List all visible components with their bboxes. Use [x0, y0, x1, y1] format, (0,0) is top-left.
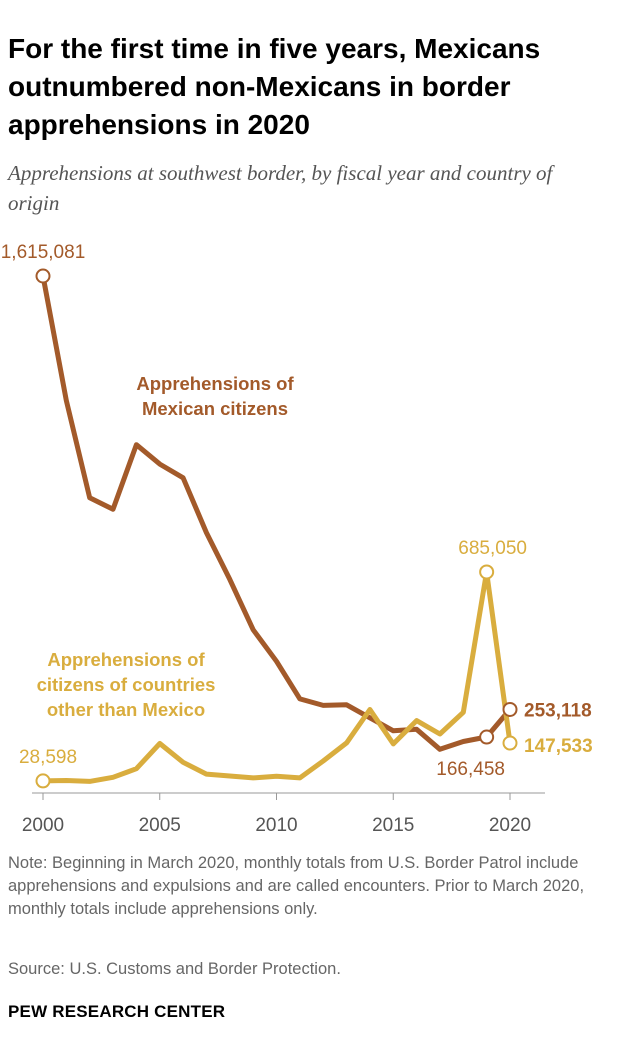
series-name-line: citizens of countries — [37, 674, 216, 695]
chart-note: Note: Beginning in March 2020, monthly t… — [8, 854, 585, 918]
data-point-marker — [502, 735, 518, 751]
data-value-label: 685,050 — [458, 538, 527, 559]
mexican-series-line — [40, 273, 513, 752]
chart-source: Source: U.S. Customs and Border Protecti… — [8, 960, 341, 978]
x-tick-label: 2000 — [22, 815, 64, 836]
series-name-label: Apprehensions of citizens of countries oth… — [37, 649, 216, 720]
non-mexican-series-line — [40, 569, 513, 784]
chart-title: For the first time in five years, Mexica… — [8, 33, 541, 140]
data-point-marker — [479, 564, 495, 580]
series-name-line: Mexican citizens — [142, 398, 288, 419]
data-point-marker — [35, 268, 51, 284]
x-tick-label: 2015 — [372, 815, 414, 836]
data-value-label: 147,533 — [524, 736, 593, 757]
chart-subtitle: Apprehensions at southwest border, by fi… — [8, 161, 553, 215]
series-name-line: other than Mexico — [47, 699, 205, 720]
x-tick-label: 2010 — [255, 815, 297, 836]
data-value-label: 28,598 — [19, 747, 77, 768]
line-chart: 2000 2005 2010 2015 2020 1,615,081 166,458 253,… — [1, 242, 593, 836]
series-name-line: Apprehensions of — [136, 373, 294, 394]
data-value-label: 166,458 — [436, 759, 505, 780]
data-value-label: 1,615,081 — [1, 242, 86, 263]
brand-logo-text: PEW RESEARCH CENTER — [8, 1002, 226, 1021]
data-point-marker — [479, 729, 495, 745]
data-point-marker — [502, 701, 518, 717]
x-tick-label: 2005 — [139, 815, 181, 836]
data-point-marker — [35, 773, 51, 789]
data-value-label: 253,118 — [524, 700, 592, 721]
series-name-line: Apprehensions of — [47, 649, 205, 670]
series-name-label: Apprehensions of Mexican citizens — [136, 373, 294, 419]
x-tick-label: 2020 — [489, 815, 531, 836]
